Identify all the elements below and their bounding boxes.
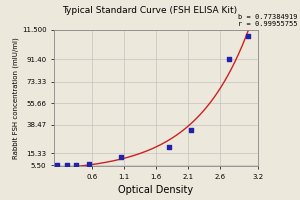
Point [118,156,123,159]
Y-axis label: Rabbit FSH concentration (mIU/ml): Rabbit FSH concentration (mIU/ml) [13,37,19,159]
Text: Typical Standard Curve (FSH ELISA Kit): Typical Standard Curve (FSH ELISA Kit) [62,6,238,15]
Point [55,164,60,167]
Point [189,129,194,132]
Text: b = 0.77384919
r = 0.99955755: b = 0.77384919 r = 0.99955755 [238,14,297,27]
Point [246,35,251,38]
Point [64,164,69,167]
Point [227,58,232,61]
Point [87,163,92,166]
X-axis label: Optical Density: Optical Density [118,185,194,195]
Point [74,163,79,166]
Point [167,145,171,148]
